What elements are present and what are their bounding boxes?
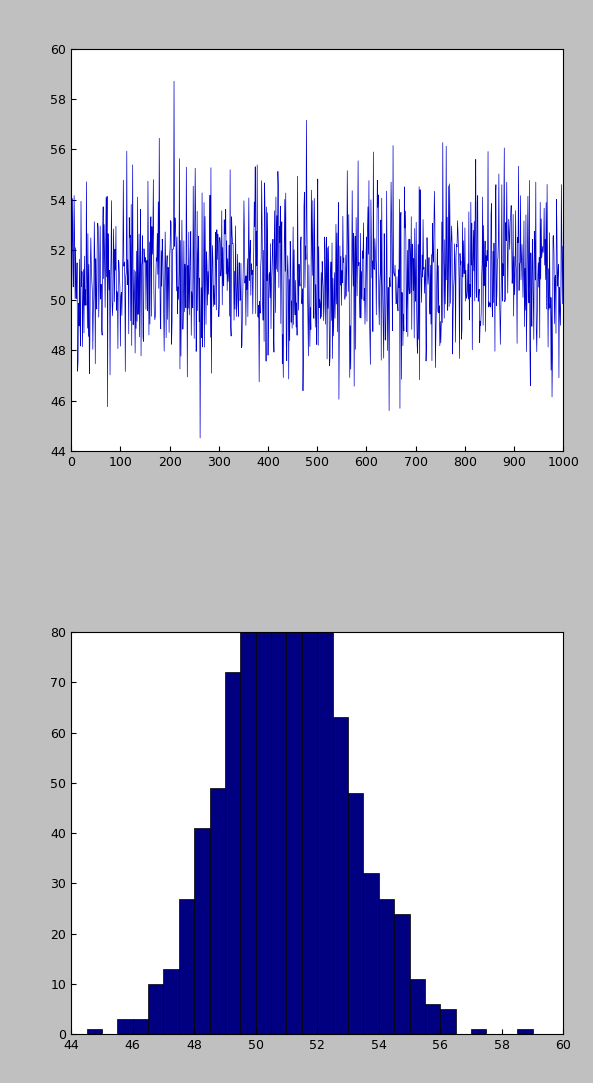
Bar	[117, 1019, 133, 1034]
Bar	[195, 828, 209, 1034]
Bar	[286, 477, 302, 1034]
Bar	[87, 1029, 102, 1034]
Bar	[179, 899, 195, 1034]
Bar	[425, 1004, 441, 1034]
Bar	[164, 969, 179, 1034]
Bar	[209, 787, 225, 1034]
Bar	[517, 1029, 533, 1034]
Bar	[240, 562, 256, 1034]
Bar	[394, 914, 410, 1034]
Bar	[364, 873, 379, 1034]
Bar	[225, 673, 240, 1034]
Bar	[410, 979, 425, 1034]
Bar	[379, 899, 394, 1034]
Bar	[471, 1029, 486, 1034]
Bar	[256, 632, 271, 1034]
Bar	[133, 1019, 148, 1034]
Bar	[302, 566, 317, 1034]
Bar	[348, 793, 364, 1034]
Bar	[317, 591, 333, 1034]
Bar	[271, 547, 286, 1034]
Bar	[333, 717, 348, 1034]
Bar	[441, 1009, 455, 1034]
Bar	[148, 984, 164, 1034]
